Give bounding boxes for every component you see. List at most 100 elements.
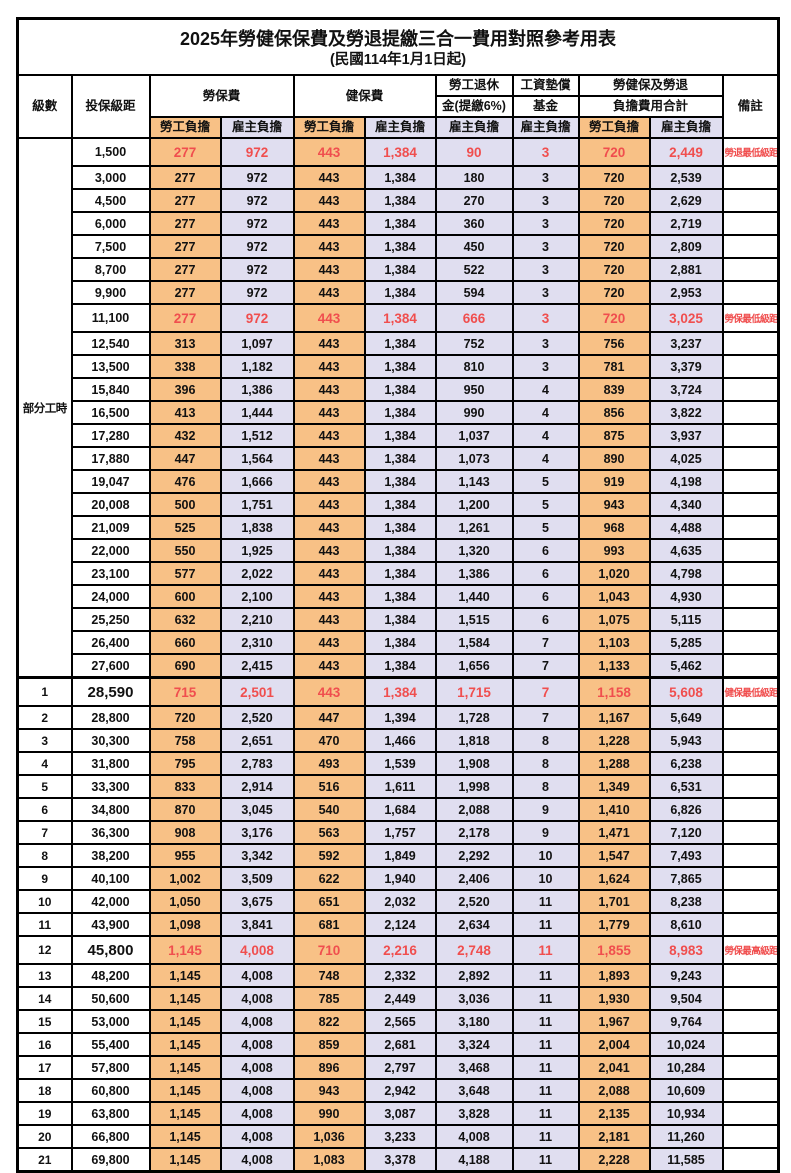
salary-bracket-cell: 1,500 — [70, 137, 151, 167]
fee-cell: 2,022 — [219, 561, 295, 586]
remark-cell — [721, 538, 780, 563]
fee-cell: 3 — [511, 165, 580, 190]
fee-cell: 11 — [511, 1101, 580, 1126]
remark-cell — [721, 820, 780, 845]
salary-bracket-cell: 22,000 — [70, 538, 151, 563]
fee-cell: 11 — [511, 1124, 580, 1149]
fee-cell: 7 — [511, 630, 580, 655]
table-row: 18 60,800 1,145 4,008 943 2,942 3,648 11 2,088 10… — [16, 1078, 780, 1103]
fee-cell: 360 — [434, 211, 514, 236]
subheader-pension-employer: 雇主負擔 — [434, 116, 514, 139]
fee-cell: 1,384 — [363, 234, 437, 259]
fee-cell: 1,036 — [292, 1124, 366, 1149]
fee-cell: 443 — [292, 211, 366, 236]
remark-cell — [721, 630, 780, 655]
remark-cell — [721, 211, 780, 236]
fee-cell: 11 — [511, 1055, 580, 1080]
fee-cell: 1,145 — [148, 1101, 222, 1126]
fee-cell: 8 — [511, 774, 580, 799]
fee-cell: 3 — [511, 188, 580, 213]
fee-cell: 2,501 — [219, 676, 295, 707]
fee-cell: 1,261 — [434, 515, 514, 540]
table-row: 22,000 550 1,925 443 1,384 1,320 6 993 4,635 — [18, 538, 780, 563]
fee-cell: 1,145 — [148, 1078, 222, 1103]
remark-cell — [721, 1124, 780, 1149]
level-cell: 19 — [16, 1101, 73, 1126]
fee-cell: 795 — [148, 751, 222, 776]
fee-cell: 756 — [577, 331, 651, 356]
fee-cell: 1,728 — [434, 705, 514, 730]
fee-cell: 2,124 — [363, 912, 437, 937]
fee-cell: 622 — [292, 866, 366, 891]
remark-cell — [721, 1055, 780, 1080]
fee-cell: 443 — [292, 400, 366, 425]
salary-bracket-cell: 7,500 — [70, 234, 151, 259]
fee-cell: 11 — [511, 1009, 580, 1034]
salary-bracket-cell: 12,540 — [70, 331, 151, 356]
fee-cell: 450 — [434, 234, 514, 259]
fee-cell: 5,649 — [648, 705, 724, 730]
fee-cell: 3,237 — [648, 331, 724, 356]
fee-cell: 1,075 — [577, 607, 651, 632]
remark-cell — [721, 889, 780, 914]
table-row: 6 34,800 870 3,045 540 1,684 2,088 9 1,410 6,826 — [16, 797, 780, 822]
col-header-health-insurance: 健保費 — [292, 74, 437, 118]
salary-bracket-cell: 53,000 — [70, 1009, 151, 1034]
fee-cell: 1,515 — [434, 607, 514, 632]
fee-cell: 4,008 — [219, 1124, 295, 1149]
fee-cell: 500 — [148, 492, 222, 517]
fee-cell: 4,008 — [219, 963, 295, 988]
fee-cell: 1,384 — [363, 630, 437, 655]
col-header-bracket: 投保級距 — [70, 74, 151, 139]
fee-cell: 990 — [434, 400, 514, 425]
level-cell: 8 — [16, 843, 73, 868]
fee-cell: 3,822 — [648, 400, 724, 425]
fee-cell: 3,828 — [434, 1101, 514, 1126]
fee-cell: 1,751 — [219, 492, 295, 517]
fee-cell: 7 — [511, 705, 580, 730]
fee-cell: 1,037 — [434, 423, 514, 448]
remark-cell — [721, 354, 780, 379]
fee-cell: 919 — [577, 469, 651, 494]
table-row: 10 42,000 1,050 3,675 651 2,032 2,520 11 1,701 8,… — [16, 889, 780, 914]
fee-cell: 443 — [292, 469, 366, 494]
fee-cell: 1,133 — [577, 653, 651, 679]
fee-cell: 9,504 — [648, 986, 724, 1011]
fee-cell: 1,050 — [148, 889, 222, 914]
table-row: 25,250 632 2,210 443 1,384 1,515 6 1,075 5,115 — [18, 607, 780, 632]
fee-cell: 180 — [434, 165, 514, 190]
fee-cell: 7,865 — [648, 866, 724, 891]
remark-cell — [721, 165, 780, 190]
fee-cell: 550 — [148, 538, 222, 563]
fee-cell: 5,608 — [648, 676, 724, 707]
remark-cell — [721, 234, 780, 259]
fee-cell: 3,468 — [434, 1055, 514, 1080]
salary-bracket-cell: 31,800 — [70, 751, 151, 776]
fee-cell: 1,083 — [292, 1147, 366, 1173]
page-title: 2025年勞健保保費及勞退提繳三合一費用對照參考用表 — [180, 28, 617, 49]
fee-cell: 752 — [434, 331, 514, 356]
level-cell: 20 — [16, 1124, 73, 1149]
table-row: 7 36,300 908 3,176 563 1,757 2,178 9 1,471 7,120 — [16, 820, 780, 845]
fee-cell: 715 — [148, 676, 222, 707]
salary-bracket-cell: 8,700 — [70, 257, 151, 282]
fee-cell: 1,384 — [363, 165, 437, 190]
table-title-block: 2025年勞健保保費及勞退提繳三合一費用對照參考用表 (民國114年1月1日起) — [16, 17, 780, 76]
fee-cell: 3,025 — [648, 303, 724, 333]
col-header-total-line1: 勞健保及勞退 — [577, 74, 724, 97]
level-cell: 11 — [16, 912, 73, 937]
salary-bracket-cell: 43,900 — [70, 912, 151, 937]
level-cell: 4 — [16, 751, 73, 776]
fee-cell: 1,386 — [434, 561, 514, 586]
fee-cell: 972 — [219, 257, 295, 282]
fee-cell: 4,930 — [648, 584, 724, 609]
salary-bracket-cell: 24,000 — [70, 584, 151, 609]
fee-cell: 781 — [577, 354, 651, 379]
fee-cell: 859 — [292, 1032, 366, 1057]
fee-cell: 632 — [148, 607, 222, 632]
fee-cell: 1,940 — [363, 866, 437, 891]
fee-cell: 2,539 — [648, 165, 724, 190]
fee-cell: 6,826 — [648, 797, 724, 822]
fee-cell: 4,008 — [219, 986, 295, 1011]
fee-cell: 785 — [292, 986, 366, 1011]
